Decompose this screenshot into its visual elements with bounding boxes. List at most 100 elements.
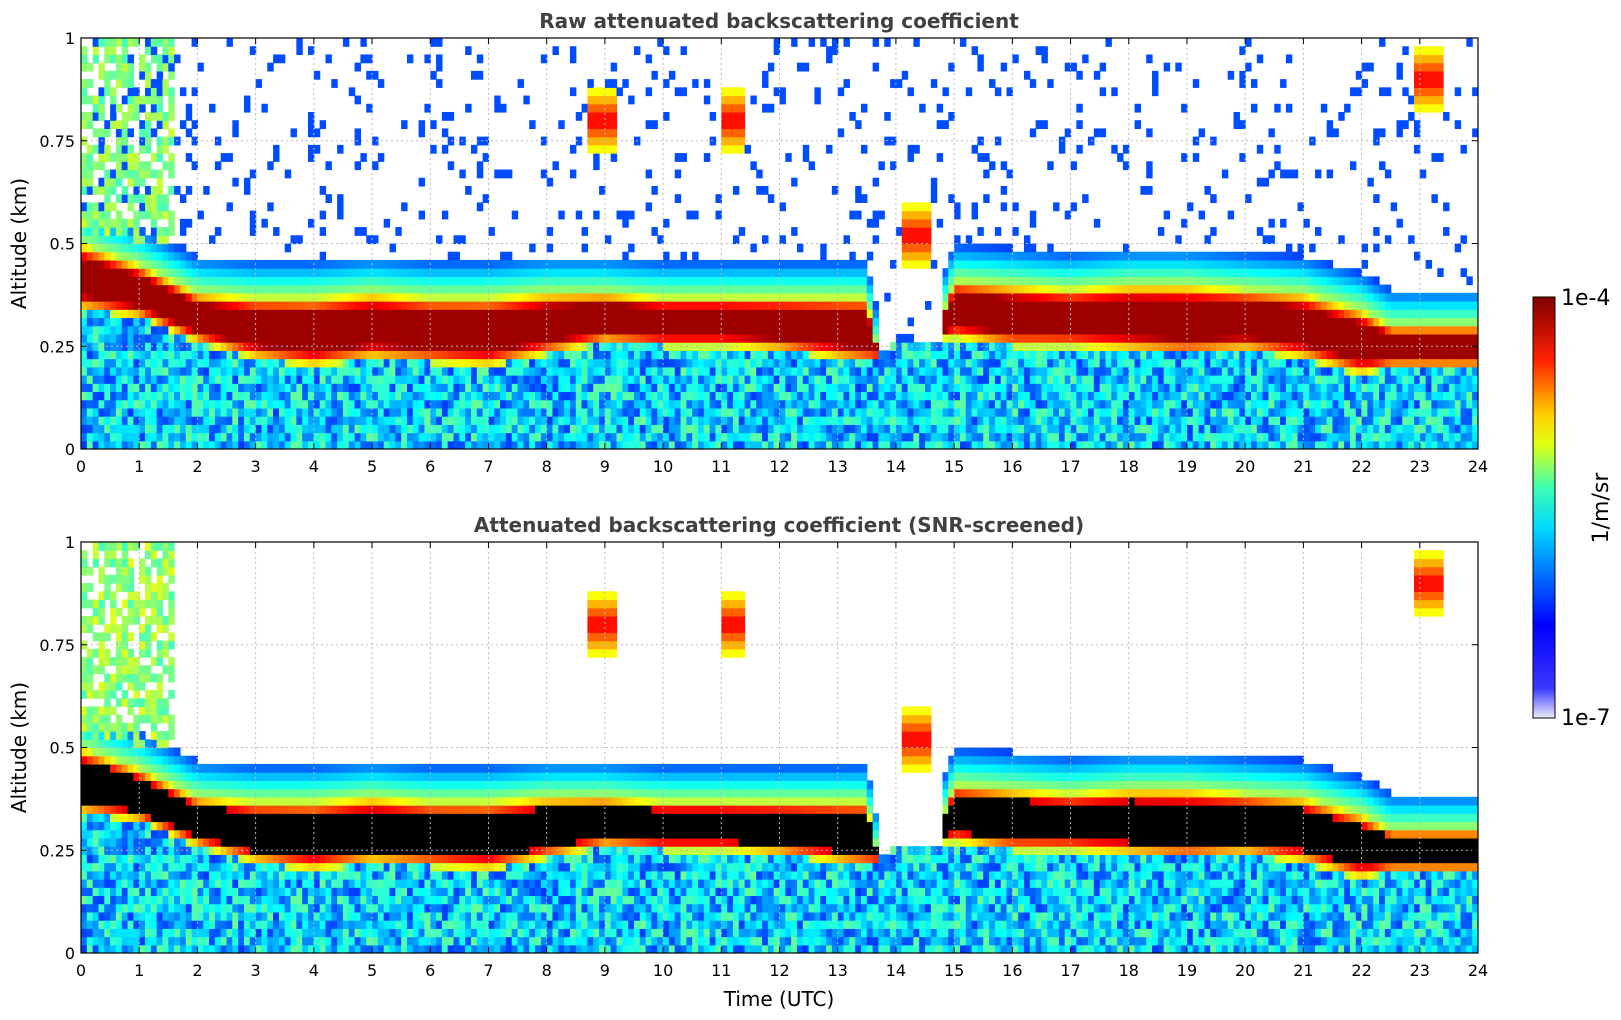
heatmap-cell [552, 416, 559, 425]
heatmap-cell [878, 383, 885, 393]
heatmap-cell [942, 416, 949, 425]
heatmap-cell [81, 95, 88, 105]
heatmap-cell [895, 407, 903, 417]
heatmap-cell [436, 399, 443, 409]
heatmap-cell [1047, 284, 1054, 294]
heatmap-cell [593, 440, 600, 449]
heatmap-cell [965, 399, 973, 409]
heatmap-cell [756, 169, 763, 179]
heatmap-cell [1006, 243, 1013, 253]
heatmap-cell [313, 259, 321, 269]
heatmap-cell [174, 292, 181, 302]
heatmap-cell [791, 38, 798, 47]
heatmap-cell [919, 227, 926, 236]
heatmap-cell [191, 407, 199, 417]
heatmap-cell [156, 292, 164, 302]
heatmap-cell [92, 46, 100, 56]
heatmap-cell [884, 391, 891, 401]
heatmap-cell [1134, 358, 1141, 368]
heatmap-cell [890, 416, 897, 425]
heatmap-cell [767, 366, 775, 376]
heatmap-cell [1070, 432, 1077, 442]
heatmap-cell [453, 309, 460, 319]
heatmap-cell [278, 366, 286, 376]
heatmap-cell [983, 325, 990, 335]
heatmap-cell [983, 424, 990, 434]
heatmap-cell [98, 202, 105, 212]
heatmap-cell [791, 350, 798, 360]
heatmap-cell [203, 407, 210, 417]
heatmap-cell [232, 276, 239, 286]
heatmap-cell [354, 350, 361, 360]
heatmap-cell [325, 424, 332, 434]
heatmap-cell [779, 309, 786, 319]
heatmap-cell [523, 391, 530, 401]
heatmap-cell [826, 292, 833, 302]
heatmap-cell [1093, 309, 1101, 319]
heatmap-cell [604, 79, 612, 88]
heatmap-cell [791, 325, 798, 335]
heatmap-cell [81, 399, 88, 409]
heatmap-cell [1088, 424, 1095, 434]
heatmap-cell [453, 358, 460, 368]
heatmap-cell [308, 144, 315, 154]
heatmap-cell [86, 259, 94, 269]
heatmap-cell [1012, 276, 1019, 286]
heatmap-cell [424, 301, 431, 310]
heatmap-cell [628, 325, 635, 335]
heatmap-cell [162, 144, 169, 154]
heatmap-cell [622, 391, 629, 401]
heatmap-cell [622, 259, 629, 269]
heatmap-cell [243, 317, 251, 327]
heatmap-cell [546, 407, 554, 417]
heatmap-cell [930, 350, 938, 360]
heatmap-cell [145, 276, 152, 286]
heatmap-cell [715, 333, 722, 343]
heatmap-cell [791, 177, 798, 187]
heatmap-cell [546, 309, 554, 319]
heatmap-cell [1053, 325, 1060, 335]
heatmap-cell [1006, 391, 1013, 401]
heatmap-cell [942, 276, 949, 286]
heatmap-cell [360, 227, 367, 236]
heatmap-cell [692, 317, 699, 327]
heatmap-cell [703, 391, 711, 401]
heatmap-cell [81, 210, 88, 220]
heatmap-cell [843, 375, 850, 384]
heatmap-cell [814, 358, 821, 368]
heatmap-cell [243, 284, 251, 294]
heatmap-cell [575, 333, 583, 343]
heatmap-cell [599, 383, 606, 393]
heatmap-cell [913, 375, 920, 384]
heatmap-cell [738, 325, 746, 335]
heatmap-cell [110, 424, 117, 434]
heatmap-cell [1070, 375, 1077, 384]
heatmap-cell [849, 383, 856, 393]
heatmap-cell [226, 284, 233, 294]
heatmap-cell [348, 432, 356, 442]
heatmap-cell [785, 301, 792, 310]
heatmap-cell [174, 407, 181, 417]
heatmap-cell [831, 391, 839, 401]
heatmap-cell [98, 38, 105, 47]
heatmap-cell [389, 391, 396, 401]
heatmap-cell [604, 301, 612, 310]
heatmap-cell [1023, 407, 1031, 417]
heatmap-cell [616, 284, 623, 294]
heatmap-cell [913, 235, 920, 245]
heatmap-cell [156, 399, 164, 409]
heatmap-cell [552, 358, 559, 368]
heatmap-cell [762, 424, 769, 434]
heatmap-cell [325, 194, 332, 203]
heatmap-cell [1082, 194, 1089, 203]
heatmap-cell [238, 416, 245, 425]
heatmap-cell [296, 317, 303, 327]
heatmap-cell [750, 358, 757, 368]
heatmap-cell [121, 399, 129, 409]
heatmap-cell [808, 391, 816, 401]
heatmap-cell [971, 46, 979, 56]
heatmap-cell [145, 383, 152, 393]
heatmap-cell [738, 120, 746, 130]
heatmap-cell [942, 383, 949, 393]
heatmap-cell [156, 103, 164, 113]
